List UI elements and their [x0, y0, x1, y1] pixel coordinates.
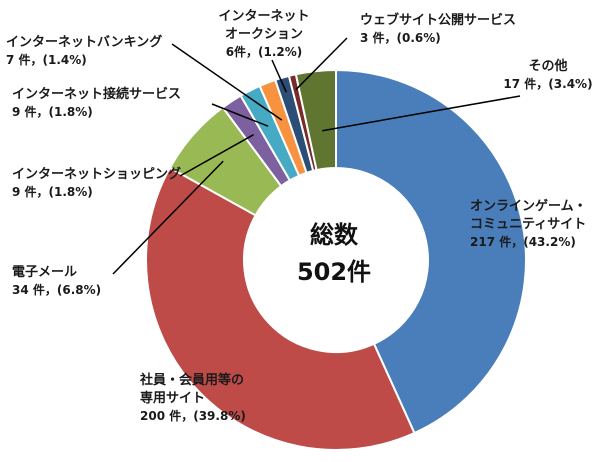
slice-label-value-8: 17 件，(3.4%): [503, 76, 592, 91]
slice-label-value-4: 9 件，(1.8%): [12, 104, 93, 119]
slice-labels: オンラインゲーム・コミュニティサイト 217 件，(43.2%) 社員・会員用等の専…: [6, 9, 593, 423]
slice-label-name-1-0: 社員・会員用等の: [139, 372, 244, 388]
slice-label-value-1: 200 件，(39.8%): [140, 408, 246, 423]
slice-label-name-1-1: 専用サイト: [140, 390, 205, 406]
slice-label-name-6-0: インターネット: [218, 9, 309, 24]
slice-1: [145, 166, 416, 451]
slice-label-name-4-0: インターネット接続サービス: [12, 86, 181, 102]
donut-slices: [145, 68, 527, 451]
leader-line-3: [179, 134, 254, 177]
slice-label-value-2: 34 件，(6.8%): [12, 282, 101, 297]
slice-label-value-5: 7 件，(1.4%): [6, 52, 87, 67]
slice-label-value-7: 3 件，(0.6%): [360, 30, 441, 45]
slice-label-name-7-0: ウェブサイト公開サービス: [360, 12, 516, 28]
slice-label-value-0: 217 件，(43.2%): [470, 234, 576, 249]
slice-label-name-6-1: オークション: [225, 27, 303, 42]
slice-label-name-5-0: インターネットバンキング: [6, 34, 162, 50]
slice-label-name-3-0: インターネットショッピング: [12, 166, 181, 182]
leader-line-4: [211, 103, 269, 127]
slice-label-name-0-1: コミュニティサイト: [470, 217, 586, 232]
center-total-label: 総数: [310, 221, 359, 249]
leader-lines: [112, 37, 521, 275]
slice-label-name-0-0: オンラインゲーム・: [470, 198, 587, 214]
leader-line-5: [171, 43, 283, 121]
slice-0: [335, 68, 527, 435]
slice-label-value-6: 6件，(1.2%): [226, 44, 303, 59]
slice-label-name-2-0: 電子メール: [12, 265, 77, 280]
leader-line-2: [112, 160, 224, 275]
leader-line-8: [322, 95, 521, 132]
center-total-value: 502件: [297, 258, 371, 286]
leader-line-6: [271, 59, 288, 93]
slice-label-value-3: 9 件，(1.8%): [12, 184, 93, 199]
slice-label-name-8-0: その他: [528, 58, 567, 74]
slice-8: [294, 68, 337, 172]
leader-line-7: [295, 37, 348, 91]
